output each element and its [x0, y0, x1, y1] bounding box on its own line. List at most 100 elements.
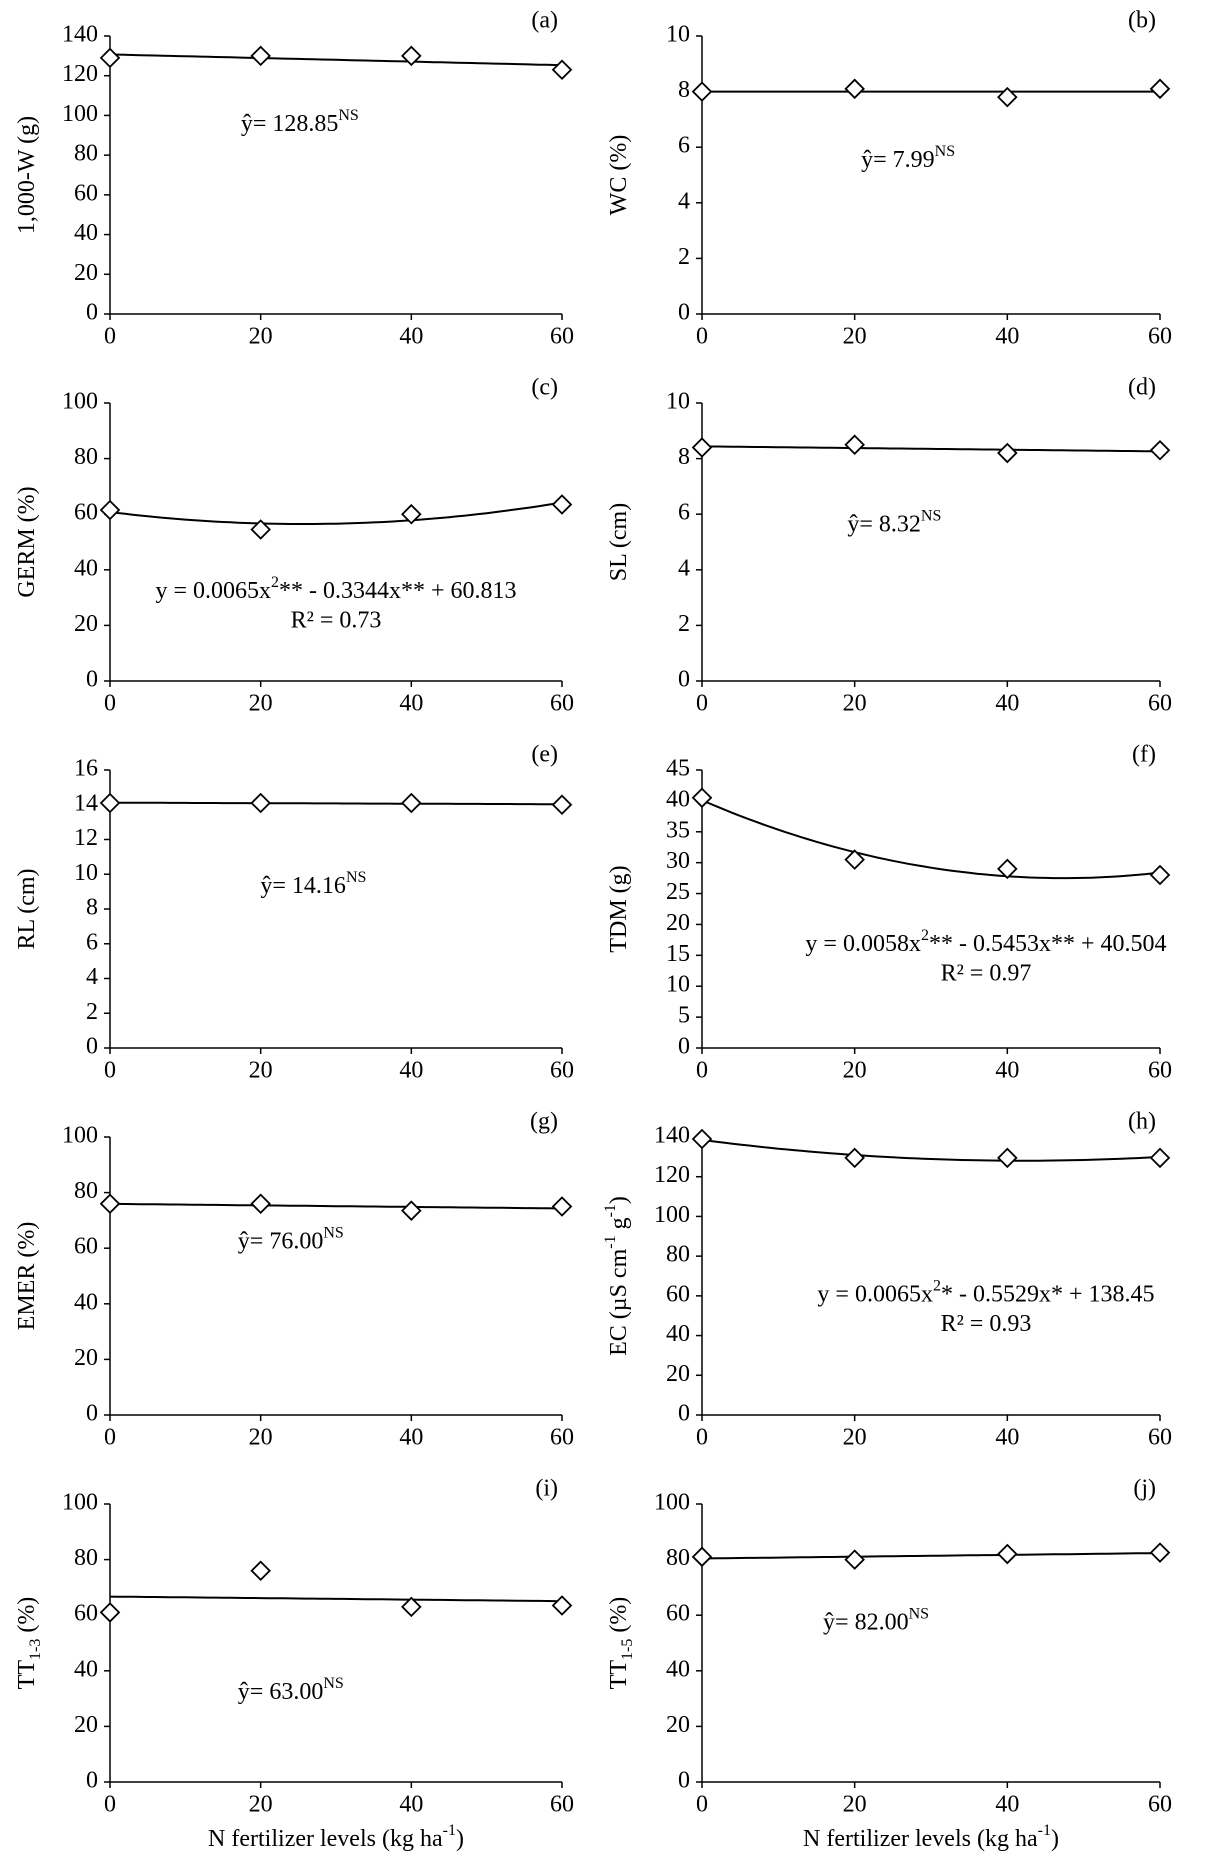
data-point — [99, 1193, 121, 1214]
equation-script: NS — [323, 1225, 343, 1242]
equation: ŷ= 128.85NS — [241, 107, 359, 136]
x-tick-label: 60 — [1148, 324, 1172, 350]
x-axis-label: N fertilizer levels (kg ha-1) — [208, 1822, 464, 1851]
y-tick-label: 120 — [62, 61, 98, 87]
x-tick-label: 0 — [696, 1425, 708, 1451]
y-tick-label: 35 — [666, 817, 690, 843]
trend-line — [110, 801, 562, 806]
x-tick-label: 60 — [1148, 1792, 1172, 1818]
x-tick-label: 0 — [104, 1425, 116, 1451]
y-axis-label-part: ) — [606, 1196, 632, 1204]
y-tick-label: 0 — [86, 1401, 98, 1427]
x-tick-label: 0 — [696, 324, 708, 350]
x-axis-label-part: N fertilizer levels (kg ha — [803, 1826, 1038, 1852]
y-tick-label: 0 — [86, 1034, 98, 1060]
data-point — [844, 1549, 865, 1570]
y-tick-label: 5 — [678, 1003, 690, 1029]
y-tick-label: 60 — [74, 1234, 98, 1260]
r-squared: R² = 0.93 — [941, 1311, 1032, 1337]
equation-script: NS — [909, 1606, 929, 1623]
panel-label: (j) — [1133, 1476, 1156, 1502]
y-tick-label: 100 — [654, 1202, 690, 1228]
data-point — [1149, 78, 1171, 100]
x-tick-label: 60 — [1148, 691, 1172, 717]
data-point — [250, 519, 271, 540]
y-tick-label: 4 — [86, 964, 98, 990]
data-point — [551, 494, 573, 515]
trend-line — [701, 1552, 1161, 1560]
y-tick-label: 0 — [86, 1768, 98, 1794]
data-point — [997, 86, 1018, 108]
trend-line — [110, 1202, 562, 1210]
y-tick-label: 10 — [666, 972, 690, 998]
data-point — [997, 1543, 1018, 1565]
y-axis-label-script: 1-5 — [619, 1639, 636, 1660]
equation-part: y = 0.0065x — [155, 578, 271, 604]
panel-label: (c) — [531, 375, 558, 401]
x-tick-label: 20 — [249, 324, 273, 350]
y-tick-label: 80 — [666, 1242, 690, 1268]
y-tick-label: 20 — [74, 1712, 98, 1738]
y-tick-label: 12 — [74, 825, 98, 851]
x-tick-label: 0 — [696, 691, 708, 717]
y-tick-label: 100 — [62, 389, 98, 415]
x-tick-label: 40 — [399, 691, 423, 717]
y-axis-label-part: TT — [606, 1660, 632, 1690]
y-tick-label: 20 — [666, 1712, 690, 1738]
x-axis-label-part: ) — [456, 1826, 464, 1852]
equation: ŷ= 82.00NS — [823, 1606, 929, 1635]
y-axis-label-part: g — [606, 1217, 632, 1235]
equation-part: ŷ= 14.16 — [260, 872, 346, 898]
y-tick-label: 8 — [86, 895, 98, 921]
r-squared: R² = 0.97 — [941, 961, 1032, 987]
y-tick-label: 0 — [678, 1034, 690, 1060]
panel-label: (d) — [1128, 375, 1156, 401]
equation: ŷ= 76.00NS — [238, 1225, 344, 1254]
y-tick-label: 0 — [86, 300, 98, 326]
y-tick-label: 40 — [74, 220, 98, 246]
y-axis-label-part: TT — [14, 1660, 40, 1690]
equation-part: ŷ= 128.85 — [241, 110, 339, 136]
x-tick-label: 40 — [995, 1425, 1019, 1451]
data-point — [1149, 439, 1171, 461]
y-tick-label: 10 — [666, 389, 690, 415]
equation-part: ŷ= 76.00 — [238, 1228, 324, 1254]
y-tick-label: 120 — [654, 1162, 690, 1188]
data-point — [997, 1147, 1018, 1169]
y-tick-label: 40 — [666, 1321, 690, 1347]
x-tick-label: 60 — [550, 1792, 574, 1818]
trend-line — [109, 53, 563, 67]
x-tick-label: 20 — [249, 1792, 273, 1818]
y-tick-label: 60 — [74, 1601, 98, 1627]
x-tick-label: 60 — [1148, 1058, 1172, 1084]
data-point — [1149, 864, 1171, 886]
data-point — [691, 1546, 713, 1568]
y-axis-label-script: 1-3 — [27, 1639, 44, 1660]
data-point — [551, 1595, 573, 1616]
x-axis-label-part: N fertilizer levels (kg ha — [208, 1826, 443, 1852]
equation-script: 2 — [921, 927, 929, 944]
y-tick-label: 2 — [86, 999, 98, 1025]
y-tick-label: 6 — [86, 929, 98, 955]
data-point — [691, 437, 713, 458]
x-tick-label: 40 — [995, 324, 1019, 350]
y-tick-label: 40 — [666, 1656, 690, 1682]
x-tick-label: 20 — [249, 1425, 273, 1451]
equation-script: NS — [346, 869, 366, 886]
y-tick-label: 0 — [678, 667, 690, 693]
x-tick-label: 20 — [249, 1058, 273, 1084]
panel-label: (b) — [1128, 8, 1156, 34]
y-tick-label: 80 — [74, 141, 98, 167]
panel-label: (a) — [531, 8, 558, 34]
x-tick-label: 0 — [104, 1792, 116, 1818]
equation: ŷ= 8.32NS — [847, 507, 941, 536]
y-axis-label-script: -1 — [602, 1235, 619, 1248]
data-point — [99, 47, 121, 69]
x-tick-label: 20 — [843, 691, 867, 717]
equation-part: ŷ= 82.00 — [823, 1609, 909, 1635]
data-point — [844, 434, 865, 455]
y-axis-label: SL (cm) — [606, 503, 632, 581]
y-axis-label: TDM (g) — [606, 865, 632, 952]
y-axis-label-part: TDM (g) — [606, 865, 632, 952]
